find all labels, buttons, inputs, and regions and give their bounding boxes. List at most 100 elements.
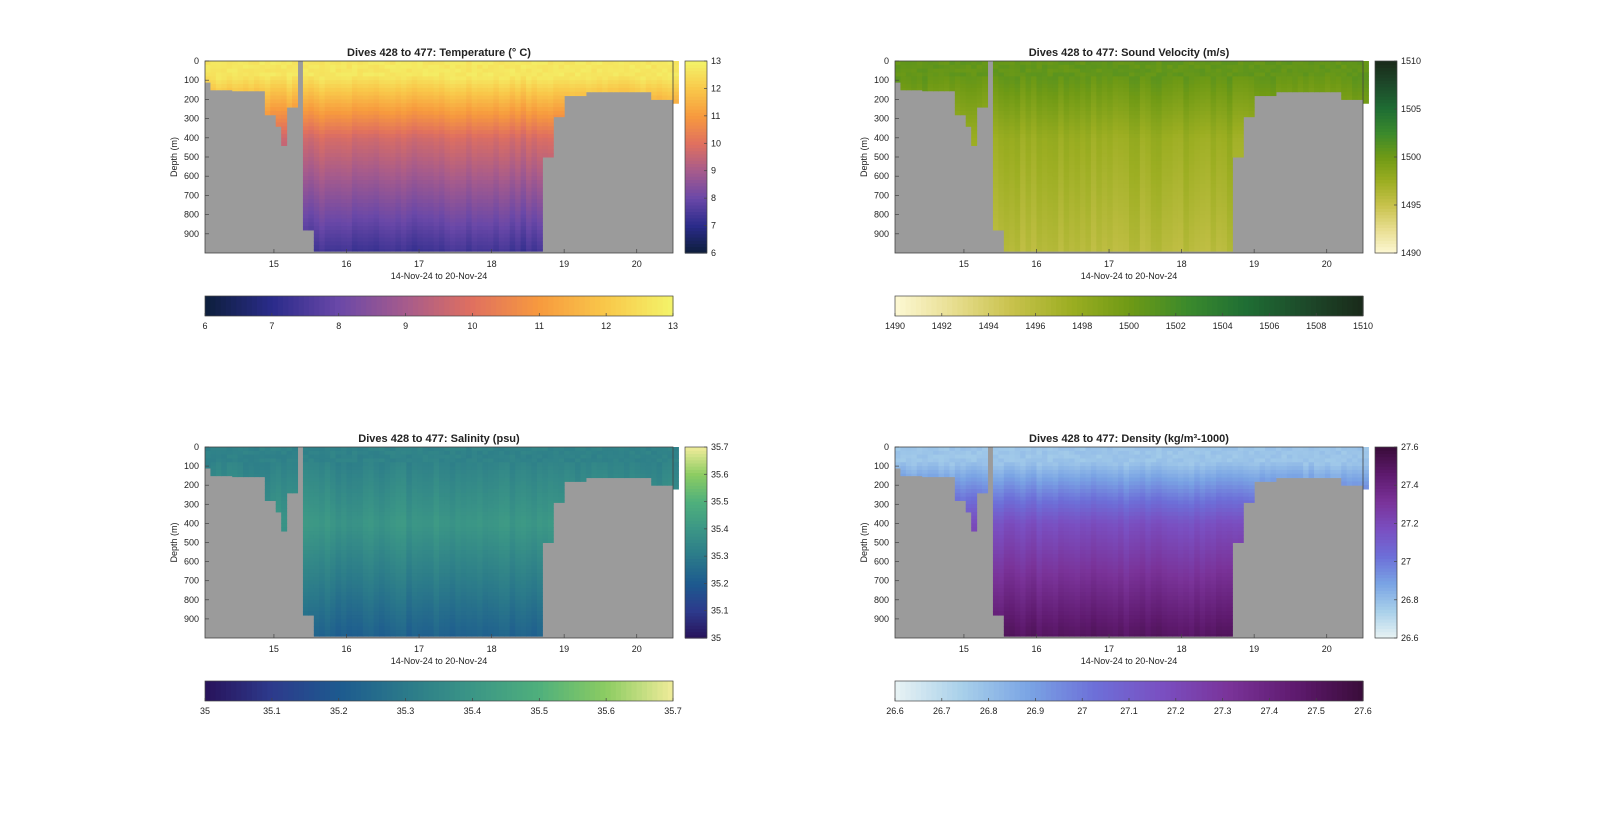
data-cell xyxy=(1069,103,1076,108)
data-cell xyxy=(226,87,233,91)
data-cell xyxy=(302,206,309,212)
data-cell xyxy=(1036,110,1043,116)
data-cell xyxy=(395,160,402,166)
data-cell xyxy=(1047,99,1054,104)
data-cell xyxy=(477,103,484,108)
data-cell xyxy=(1014,168,1021,173)
data-cell xyxy=(232,68,239,74)
data-cell xyxy=(362,210,369,216)
data-cell xyxy=(1118,183,1125,189)
data-cell xyxy=(444,103,451,108)
data-cell xyxy=(1036,87,1043,93)
data-cell xyxy=(504,187,511,193)
data-cell xyxy=(1145,91,1152,97)
data-cell xyxy=(406,122,413,127)
data-cell xyxy=(1118,203,1125,208)
data-cell xyxy=(1177,76,1184,81)
data-cell xyxy=(1188,80,1195,85)
data-cell xyxy=(1058,241,1065,246)
data-cell xyxy=(526,206,533,212)
data-cell xyxy=(466,137,473,143)
data-cell xyxy=(1036,226,1043,231)
data-cell xyxy=(1107,195,1114,200)
data-cell xyxy=(1205,141,1212,146)
data-cell xyxy=(509,172,516,177)
data-cell xyxy=(960,110,967,116)
data-cell xyxy=(1145,233,1152,239)
data-cell xyxy=(493,206,500,212)
data-cell xyxy=(1161,233,1168,239)
data-cell xyxy=(422,245,429,250)
data-cell xyxy=(313,199,320,204)
data-cell xyxy=(1134,130,1141,135)
data-cell xyxy=(1129,168,1135,173)
data-cell xyxy=(1134,241,1141,246)
data-cell xyxy=(1025,126,1032,131)
data-cell xyxy=(455,249,462,252)
data-cell xyxy=(1145,203,1152,208)
data-cell xyxy=(357,195,364,200)
colorbar-tick-label: 6 xyxy=(202,321,207,331)
data-cell xyxy=(1101,226,1108,231)
data-cell xyxy=(1150,237,1157,242)
data-cell xyxy=(520,222,527,227)
data-cell xyxy=(520,145,527,150)
data-cell xyxy=(302,168,309,173)
data-cell xyxy=(1205,145,1212,150)
data-cell xyxy=(362,107,369,112)
data-cell xyxy=(308,160,315,166)
data-cell xyxy=(428,241,435,246)
data-cell xyxy=(248,72,255,77)
data-cell xyxy=(439,114,445,120)
data-cell xyxy=(547,87,554,93)
data-cell xyxy=(449,122,456,127)
data-cell xyxy=(498,245,505,250)
data-cell xyxy=(362,222,369,227)
data-cell xyxy=(498,218,505,223)
data-cell xyxy=(390,68,396,74)
heatmap-cells xyxy=(895,61,1369,252)
data-cell xyxy=(1063,218,1070,223)
data-cell xyxy=(493,137,500,143)
data-cell xyxy=(351,233,358,239)
data-cell xyxy=(1139,168,1146,173)
data-cell xyxy=(531,176,538,181)
data-cell xyxy=(330,145,337,150)
data-cell xyxy=(1036,103,1043,108)
data-cell xyxy=(319,160,326,166)
data-cell xyxy=(1118,168,1125,173)
data-cell xyxy=(558,80,565,85)
data-cell xyxy=(531,160,538,166)
data-cell xyxy=(580,84,587,89)
data-cell xyxy=(1052,145,1059,150)
data-cell xyxy=(335,99,342,104)
data-cell xyxy=(526,64,533,70)
data-cell xyxy=(943,61,950,66)
data-cell xyxy=(346,222,353,227)
data-cell xyxy=(1058,137,1065,143)
data-cell xyxy=(379,107,386,112)
data-cell xyxy=(439,141,445,146)
data-cell xyxy=(433,214,440,219)
data-cell xyxy=(1199,168,1206,173)
data-cell xyxy=(911,68,918,74)
data-cell xyxy=(433,203,440,208)
data-cell xyxy=(422,180,429,185)
data-cell xyxy=(1080,249,1086,252)
data-cell xyxy=(308,183,315,189)
data-cell xyxy=(1047,91,1054,97)
colorbar-swatch xyxy=(418,296,424,316)
data-cell xyxy=(362,180,369,185)
data-cell xyxy=(526,103,533,108)
data-cell xyxy=(1172,164,1179,170)
data-cell xyxy=(1194,64,1201,70)
data-cell xyxy=(634,68,641,74)
data-cell xyxy=(351,84,358,89)
data-cell xyxy=(498,176,505,181)
data-cell xyxy=(373,226,380,231)
data-cell xyxy=(509,61,516,66)
data-cell xyxy=(1199,103,1206,108)
data-cell xyxy=(1085,118,1092,123)
data-cell xyxy=(1041,110,1048,116)
data-cell xyxy=(515,72,522,77)
